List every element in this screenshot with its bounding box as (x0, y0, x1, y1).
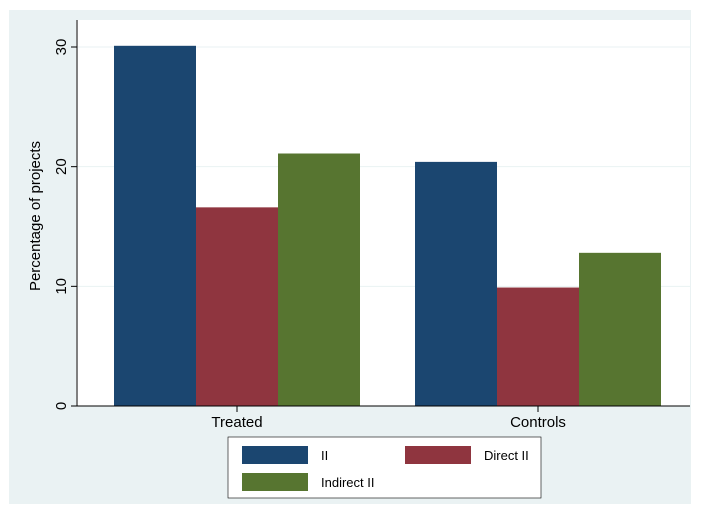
bar-controls-ii (415, 161, 497, 406)
bar-treated-direct-ii (196, 207, 278, 406)
y-tick-label: 30 (53, 39, 70, 56)
bars (114, 45, 661, 406)
bar-treated-ii (114, 45, 196, 406)
legend-items: II Direct II Indirect II (242, 446, 529, 491)
x-axis-ticks: Treated Controls (211, 406, 566, 431)
bar-controls-indirect-ii (579, 252, 661, 406)
x-tick-label: Controls (510, 414, 566, 431)
bar-controls-direct-ii (497, 287, 579, 406)
legend-swatch (242, 446, 308, 464)
legend-label: Indirect II (321, 475, 374, 490)
legend: II Direct II Indirect II (227, 436, 542, 499)
legend-label: Direct II (484, 448, 529, 463)
legend-swatch (405, 446, 471, 464)
bar-treated-indirect-ii (278, 153, 360, 406)
x-tick-label: Treated (211, 414, 262, 431)
y-axis-label: Percentage of projects (27, 141, 44, 291)
y-tick-label: 0 (53, 402, 70, 410)
legend-swatch (242, 473, 308, 491)
y-tick-label: 10 (53, 278, 70, 295)
axes (76, 20, 690, 407)
legend-label: II (321, 448, 328, 463)
y-tick-label: 20 (53, 158, 70, 175)
y-axis-ticks: 0 10 20 30 (53, 39, 77, 410)
